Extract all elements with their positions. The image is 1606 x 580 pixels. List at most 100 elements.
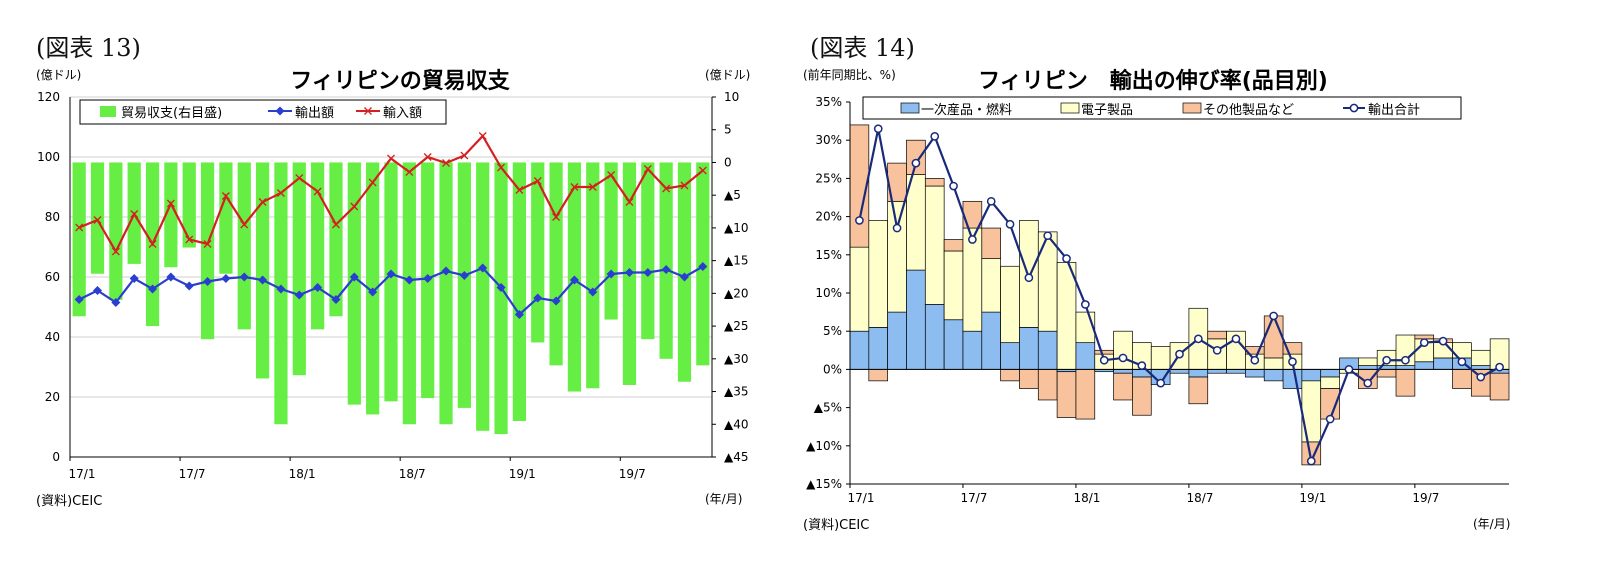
balance-bar xyxy=(402,162,416,425)
exports-point xyxy=(698,262,708,271)
balance-bar xyxy=(457,162,471,408)
electronics-bar xyxy=(981,258,1001,313)
left-axis-unit: (億ドル) xyxy=(36,68,81,82)
total-point xyxy=(1401,355,1410,365)
electronics-bar xyxy=(1301,380,1322,443)
total-point xyxy=(1005,219,1015,229)
exports-point xyxy=(624,268,634,277)
imports-point xyxy=(240,220,249,229)
total-point xyxy=(1476,372,1486,382)
primary-bar xyxy=(1113,369,1133,374)
imports-point xyxy=(662,184,671,193)
primary-bar xyxy=(924,304,945,370)
total-point xyxy=(892,223,902,233)
primary-bar xyxy=(1019,327,1039,370)
total-point xyxy=(1269,311,1278,321)
imports-point xyxy=(478,132,487,140)
legend-marker-exports xyxy=(275,106,285,116)
x-axis-unit: (年/月) xyxy=(705,492,742,506)
exports-point xyxy=(496,283,506,292)
legend-swatch-other xyxy=(1182,102,1202,114)
total-point xyxy=(1344,365,1354,374)
legend-marker-total xyxy=(1349,103,1359,113)
other-bar xyxy=(1395,369,1416,397)
other-bar xyxy=(1414,334,1435,340)
left-tick-label: 40 xyxy=(45,330,60,344)
imports-point xyxy=(643,165,652,173)
y-tick-label: 5% xyxy=(823,324,842,338)
electronics-bar xyxy=(1263,357,1284,370)
x-tick-label: 19/7 xyxy=(1412,491,1439,505)
right-tick-label: 0 xyxy=(724,155,732,169)
other-bar xyxy=(1113,372,1133,401)
total-point xyxy=(1231,334,1241,344)
imports-point xyxy=(698,166,707,175)
other-bar xyxy=(1489,372,1510,401)
exports-point xyxy=(148,284,158,294)
primary-bar xyxy=(1188,369,1209,378)
primary-bar xyxy=(1282,369,1303,389)
imports-point xyxy=(166,199,175,208)
source-note: (資料)CEIC xyxy=(36,494,102,509)
x-tick-label: 17/7 xyxy=(960,491,987,505)
y-tick-label: 20% xyxy=(815,210,842,224)
left-tick-label: 20 xyxy=(45,390,60,404)
other-bar xyxy=(1376,369,1397,378)
electronics-bar xyxy=(1470,349,1491,366)
x-tick-label: 19/1 xyxy=(509,467,536,481)
imports-point xyxy=(533,177,542,185)
legend-box xyxy=(862,96,1462,120)
imports-point xyxy=(185,235,194,244)
total-point xyxy=(1325,414,1335,424)
primary-bar xyxy=(1245,369,1265,378)
total-point xyxy=(986,196,996,206)
balance-bar xyxy=(512,162,527,422)
total-point xyxy=(1137,361,1147,370)
primary-bar xyxy=(1470,365,1491,370)
balance-bar xyxy=(384,162,398,402)
primary-bar xyxy=(1169,369,1190,374)
primary-bar xyxy=(943,319,964,370)
total-point xyxy=(1438,336,1448,346)
legend-label-electronics: 電子製品 xyxy=(1081,103,1133,118)
total-point xyxy=(1288,357,1297,367)
imports-point xyxy=(350,202,359,211)
right-tick-label: ▲35 xyxy=(724,385,749,399)
y-tick-label: 15% xyxy=(815,248,842,262)
total-point xyxy=(873,124,883,134)
y-tick-label: ▲5% xyxy=(814,401,842,415)
other-bar xyxy=(1452,369,1472,389)
total-point xyxy=(949,181,958,191)
balance-bar xyxy=(659,162,673,359)
exports-point xyxy=(423,274,433,283)
exports-point xyxy=(551,296,561,306)
exports-point xyxy=(643,268,653,277)
right-tick-label: ▲20 xyxy=(724,286,749,300)
other-bar xyxy=(1037,369,1058,401)
left-tick-label: 120 xyxy=(37,90,60,104)
right-tick-label: ▲30 xyxy=(724,352,749,366)
other-bar xyxy=(1019,369,1039,389)
exports-point xyxy=(459,271,469,280)
balance-bar xyxy=(72,162,86,317)
other-bar xyxy=(1094,349,1114,355)
exports-point xyxy=(679,272,689,282)
right-axis-unit: (億ドル) xyxy=(705,68,750,82)
imports-point xyxy=(625,198,634,206)
total-point xyxy=(1175,349,1184,359)
y-tick-label: 0% xyxy=(823,362,842,376)
figure-label-13: (図表 13) xyxy=(36,34,141,62)
electronics-bar xyxy=(1150,346,1171,370)
imports-point xyxy=(497,163,506,172)
total-point xyxy=(1382,355,1391,365)
imports-point xyxy=(442,159,450,167)
legend-label-other: その他製品など xyxy=(1203,103,1294,118)
legend-label-exports: 輸出額 xyxy=(295,106,334,121)
exports-point xyxy=(404,275,414,285)
total-point xyxy=(930,132,940,141)
electronics-bar xyxy=(868,220,889,328)
total-point xyxy=(968,235,977,244)
right-tick-label: ▲40 xyxy=(724,417,749,431)
imports-point xyxy=(75,223,84,232)
exports-point xyxy=(533,293,543,303)
